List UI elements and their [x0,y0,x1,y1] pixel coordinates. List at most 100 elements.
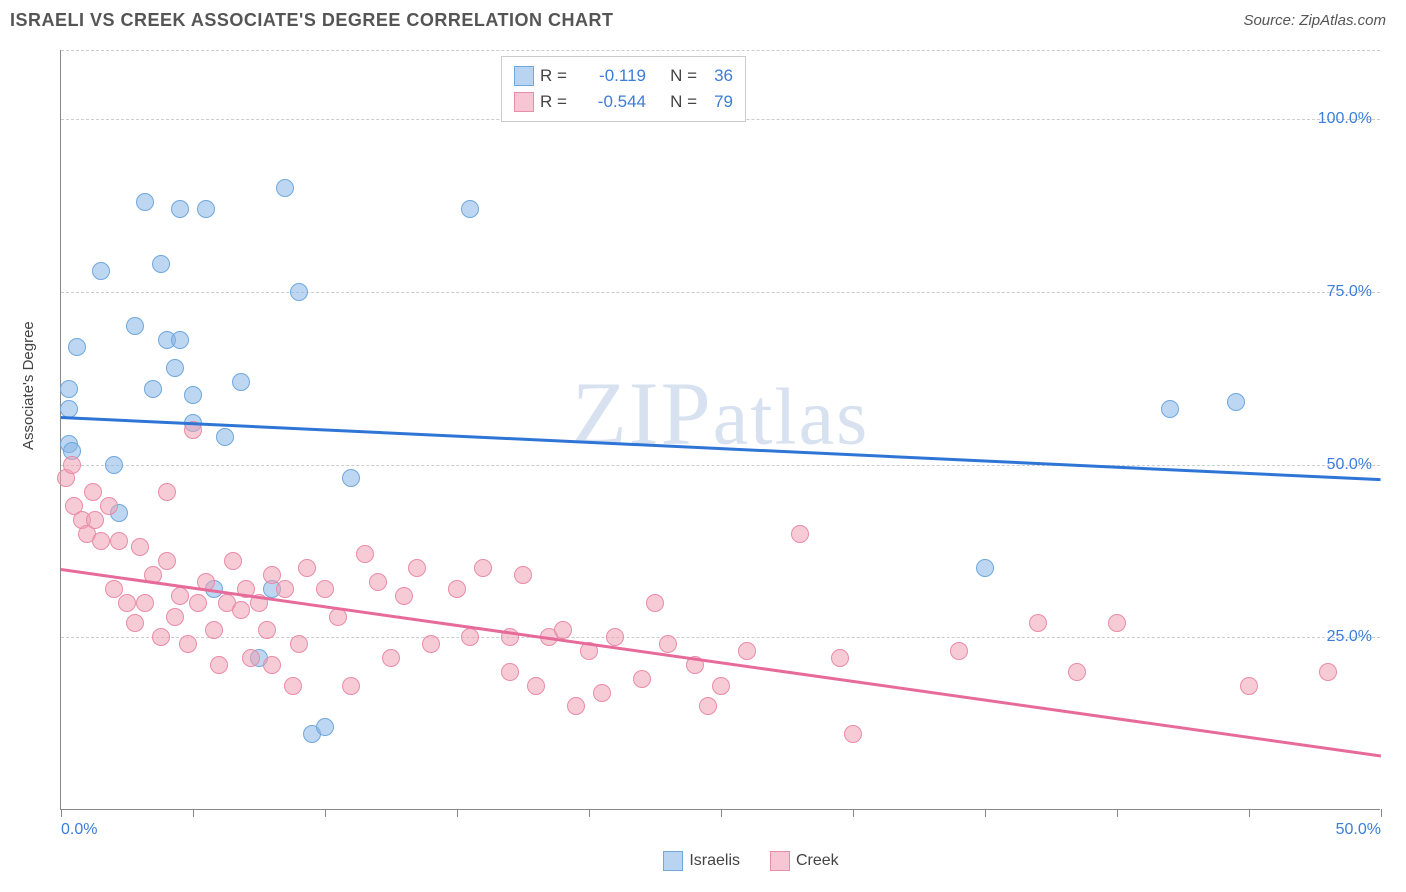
gridline [61,637,1380,638]
r-value-israelis: -0.119 [576,66,646,86]
header-bar: ISRAELI VS CREEK ASSOCIATE'S DEGREE CORR… [0,0,1406,41]
data-point [382,649,400,667]
data-point [474,559,492,577]
data-point [831,649,849,667]
data-point [316,580,334,598]
data-point [369,573,387,591]
data-point [461,200,479,218]
data-point [699,697,717,715]
data-point [950,642,968,660]
data-point [242,649,260,667]
y-axis-label: Associate's Degree [20,321,37,450]
x-tick [589,809,590,817]
data-point [144,380,162,398]
legend-item-creek: Creek [770,851,839,871]
data-point [316,718,334,736]
data-point [184,386,202,404]
n-value-israelis: 36 [703,66,733,86]
data-point [60,380,78,398]
data-point [232,373,250,391]
series-legend: Israelis Creek [91,851,1406,871]
x-tick [325,809,326,817]
swatch-israelis [514,66,534,86]
data-point [1240,677,1258,695]
legend-row-creek: R = -0.544 N = 79 [514,89,733,115]
data-point [84,483,102,501]
data-point [100,497,118,515]
data-point [210,656,228,674]
swatch-creek [770,851,790,871]
trend-line [61,416,1381,481]
chart-title: ISRAELI VS CREEK ASSOCIATE'S DEGREE CORR… [10,10,614,31]
data-point [166,608,184,626]
x-tick [721,809,722,817]
data-point [179,635,197,653]
data-point [1161,400,1179,418]
data-point [63,456,81,474]
data-point [633,670,651,688]
data-point [126,614,144,632]
data-point [1227,393,1245,411]
data-point [105,456,123,474]
x-tick [985,809,986,817]
data-point [171,587,189,605]
plot-area: ZIPatlas R = -0.119 N = 36 R = -0.544 N … [60,50,1380,810]
n-label: N = [652,66,697,86]
data-point [844,725,862,743]
correlation-legend: R = -0.119 N = 36 R = -0.544 N = 79 [501,56,746,122]
data-point [1319,663,1337,681]
n-label: N = [652,92,697,112]
data-point [136,594,154,612]
data-point [448,580,466,598]
source-label: Source: ZipAtlas.com [1243,12,1386,29]
x-tick [193,809,194,817]
data-point [126,317,144,335]
data-point [290,635,308,653]
data-point [110,532,128,550]
x-tick [1249,809,1250,817]
legend-item-israelis: Israelis [663,851,740,871]
n-value-creek: 79 [703,92,733,112]
data-point [136,193,154,211]
data-point [152,255,170,273]
data-point [298,559,316,577]
data-point [554,621,572,639]
gridline [61,465,1380,466]
data-point [646,594,664,612]
legend-label-israelis: Israelis [689,852,740,870]
data-point [408,559,426,577]
data-point [1068,663,1086,681]
data-point [342,469,360,487]
data-point [514,566,532,584]
data-point [567,697,585,715]
legend-row-israelis: R = -0.119 N = 36 [514,63,733,89]
y-tick-label: 50.0% [1327,456,1372,474]
data-point [263,656,281,674]
data-point [224,552,242,570]
swatch-creek [514,92,534,112]
data-point [276,580,294,598]
gridline [61,292,1380,293]
data-point [118,594,136,612]
data-point [501,663,519,681]
data-point [158,483,176,501]
x-tick-label: 0.0% [61,821,97,839]
data-point [527,677,545,695]
data-point [356,545,374,563]
swatch-israelis [663,851,683,871]
data-point [712,677,730,695]
data-point [158,552,176,570]
x-tick [1117,809,1118,817]
x-tick [457,809,458,817]
data-point [171,331,189,349]
data-point [290,283,308,301]
data-point [395,587,413,605]
data-point [205,621,223,639]
data-point [659,635,677,653]
y-tick-label: 25.0% [1327,628,1372,646]
data-point [166,359,184,377]
y-tick-label: 75.0% [1327,283,1372,301]
data-point [152,628,170,646]
x-tick [61,809,62,817]
data-point [422,635,440,653]
